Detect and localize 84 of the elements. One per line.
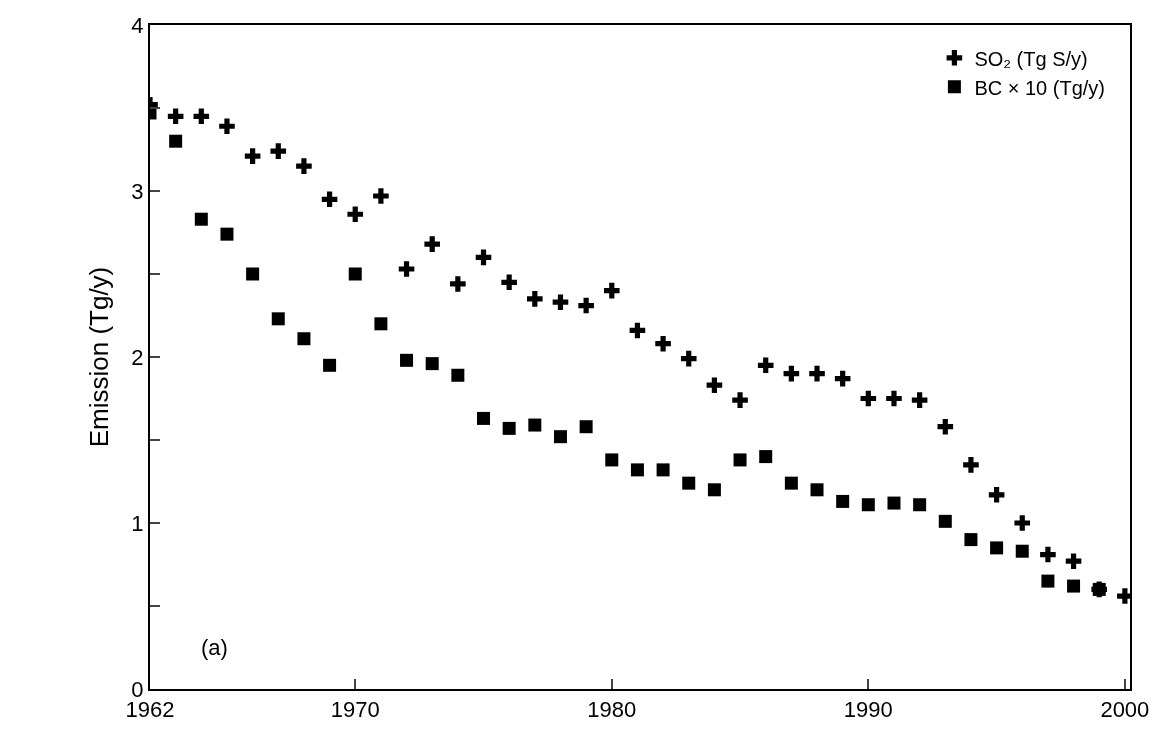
x-tick-label: 1970: [330, 697, 380, 723]
annotation: (a): [201, 635, 228, 660]
point: [937, 418, 954, 435]
point: [603, 282, 620, 299]
point: [1065, 553, 1082, 569]
point: [321, 191, 338, 208]
y-tick-label: 3: [131, 178, 144, 204]
x-tick-label: 2000: [1100, 697, 1150, 723]
point: [733, 453, 747, 467]
point: [450, 276, 466, 292]
point: [425, 357, 439, 371]
point: [630, 463, 644, 477]
point: [578, 297, 594, 314]
point: [656, 463, 670, 477]
point: [938, 514, 952, 528]
point: [271, 312, 285, 326]
point: [244, 148, 261, 164]
point: [629, 322, 646, 339]
point: [246, 267, 260, 281]
point: [194, 212, 208, 226]
point: [836, 494, 850, 508]
point: [553, 430, 567, 444]
point: [759, 450, 773, 464]
point: [1014, 515, 1031, 531]
point: [988, 486, 1005, 503]
point: [680, 350, 697, 367]
point: [451, 368, 465, 382]
point: [1040, 546, 1056, 563]
point: [834, 370, 851, 387]
point: [707, 483, 721, 497]
point: [732, 392, 748, 408]
point: [784, 476, 798, 490]
point: [1041, 574, 1055, 588]
point: [348, 267, 362, 281]
y-tick-label: 1: [131, 510, 144, 536]
y-tick-label: 4: [131, 12, 144, 38]
y-tick-label: 2: [131, 344, 144, 370]
point: [400, 353, 414, 367]
point: [501, 274, 517, 291]
point: [605, 453, 619, 467]
point: [296, 158, 312, 174]
point: [579, 420, 593, 434]
point: [963, 457, 979, 473]
point: [527, 291, 543, 307]
point: [783, 365, 800, 382]
point: [1015, 544, 1029, 558]
point: [424, 236, 440, 252]
point: [809, 365, 825, 382]
point: [913, 498, 927, 512]
point: [887, 496, 901, 510]
x-tick-label: 1990: [843, 697, 893, 723]
legend-label: SO₂ (Tg S/y): [974, 47, 1088, 70]
x-tick-label: 1980: [587, 697, 637, 723]
point: [911, 392, 928, 408]
point: [861, 498, 875, 512]
point: [502, 421, 516, 435]
point: [964, 533, 978, 547]
point: [475, 249, 492, 266]
point: [528, 418, 542, 432]
y-axis-title: Emission (Tg/y): [84, 266, 115, 448]
point: [706, 377, 723, 394]
point: [374, 317, 388, 331]
point: [477, 411, 491, 425]
point: [886, 390, 902, 407]
point: [398, 261, 415, 277]
point: [655, 335, 671, 352]
point: [297, 332, 311, 346]
point: [220, 227, 234, 241]
point: [193, 108, 210, 125]
point: [682, 476, 696, 490]
point: [990, 541, 1004, 555]
point: [323, 358, 337, 372]
point: [757, 357, 774, 374]
point: [1067, 579, 1081, 593]
point: [169, 134, 183, 148]
point: [347, 206, 364, 223]
point: [373, 188, 389, 204]
point: [860, 390, 877, 407]
point: [219, 118, 235, 135]
point: [810, 483, 824, 497]
point: [270, 143, 287, 159]
point: [552, 294, 569, 311]
point: [167, 108, 184, 125]
legend-label: BC × 10 (Tg/y): [974, 76, 1106, 99]
